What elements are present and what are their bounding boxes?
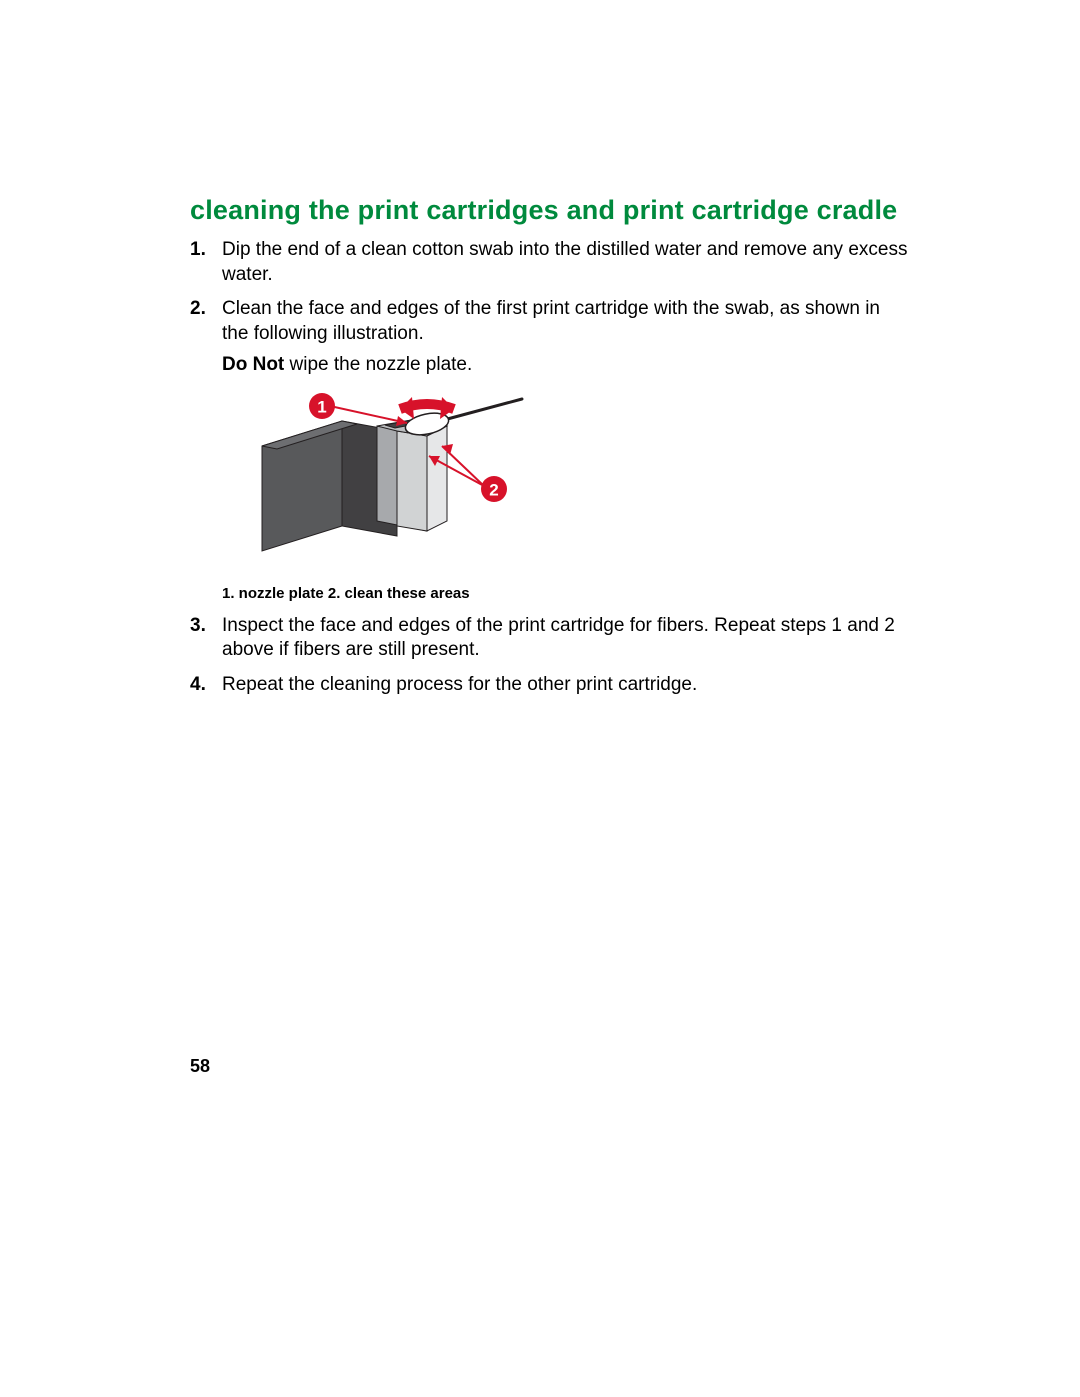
step-3: 3. Inspect the face and edges of the pri…	[190, 614, 910, 663]
step-number: 3.	[190, 614, 206, 639]
callout-1-label: 1	[317, 398, 326, 417]
manual-page: cleaning the print cartridges and print …	[0, 0, 1080, 1397]
figure-caption: 1. nozzle plate 2. clean these areas	[222, 584, 910, 604]
step-text: Dip the end of a clean cotton swab into …	[222, 239, 907, 285]
warning-rest: wipe the nozzle plate.	[284, 354, 472, 375]
figure: 1 2 1. nozzle plate 2. clean these areas	[222, 391, 910, 603]
page-number: 58	[190, 1056, 210, 1077]
callout-2-label: 2	[489, 481, 498, 500]
step-2: 2. Clean the face and edges of the first…	[190, 297, 910, 603]
instruction-list: 1. Dip the end of a clean cotton swab in…	[190, 238, 910, 698]
step-number: 2.	[190, 297, 206, 322]
step-1: 1. Dip the end of a clean cotton swab in…	[190, 238, 910, 287]
step-2-warning: Do Not wipe the nozzle plate.	[222, 353, 910, 378]
step-4: 4. Repeat the cleaning process for the o…	[190, 673, 910, 698]
step-text: Repeat the cleaning process for the othe…	[222, 674, 697, 695]
cartridge-illustration: 1 2	[222, 391, 542, 566]
step-number: 4.	[190, 673, 206, 698]
step-text: Clean the face and edges of the first pr…	[222, 298, 880, 344]
section-heading: cleaning the print cartridges and print …	[190, 195, 910, 226]
warning-bold: Do Not	[222, 354, 284, 375]
step-number: 1.	[190, 238, 206, 263]
step-text: Inspect the face and edges of the print …	[222, 615, 895, 661]
